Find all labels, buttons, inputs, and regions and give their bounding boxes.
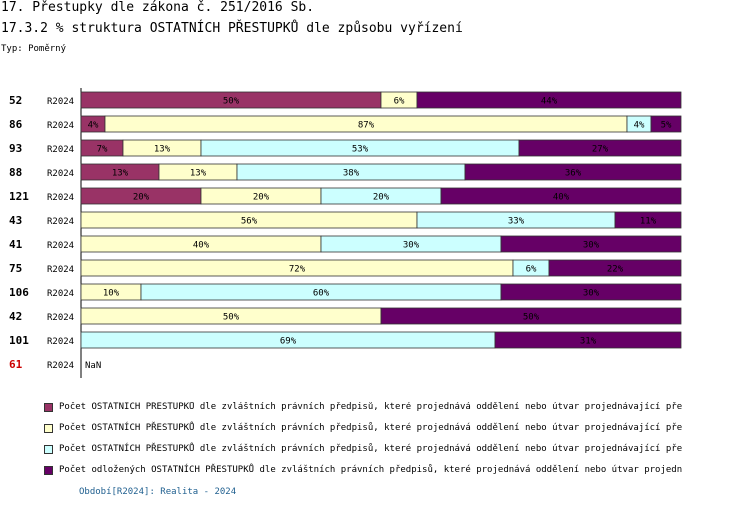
missing-value-label: NaN [85,361,101,371]
period-footer: Období[R2024]: Realita - 2024 [79,487,237,497]
period-label: R2024 [47,241,74,251]
data-label: 20% [373,193,390,203]
legend-swatch-series-2 [44,424,53,433]
data-label: 40% [553,193,570,203]
bar-segment [494,331,682,349]
bar-segment [440,187,682,205]
period-label: R2024 [47,313,74,323]
data-label: 10% [103,289,120,299]
period-label: R2024 [47,337,74,347]
bar-segment [464,163,682,181]
category-label: 61 [9,358,23,371]
data-label: 36% [565,169,582,179]
data-label: 13% [190,169,207,179]
data-label: 53% [352,145,369,155]
data-label: 60% [313,289,330,299]
legend-label-series-4: Počet odložených OSTATNÍCH PŘESTUPKŮ dle… [59,465,683,475]
data-label: 31% [580,337,597,347]
legend-item: Počet OSTATNÍCH PŘESTUPKŮ dle zvláštních… [44,402,750,423]
bar-segment [416,91,682,109]
data-label: 69% [280,337,297,347]
legend-label-series-3: Počet OSTATNÍCH PŘESTUPKŮ dle zvláštních… [59,444,683,454]
data-label: 40% [193,241,210,251]
bar-segment [500,235,682,253]
data-label: 4% [88,121,99,131]
category-label: 41 [9,238,23,251]
data-label: 5% [661,121,672,131]
chart-subtitle: 17.3.2 % struktura OSTATNÍCH PŘESTUPKŮ d… [1,21,463,36]
legend-swatch-series-1 [44,403,53,412]
category-label: 88 [9,166,22,179]
legend-label-series-1: Počet OSTATNÍCH PŘESTUPKŮ dle zvláštních… [59,402,683,412]
category-label: 93 [9,142,22,155]
data-label: 13% [154,145,171,155]
period-label: R2024 [47,217,74,227]
period-label: R2024 [47,361,74,371]
period-label: R2024 [47,145,74,155]
period-label: R2024 [47,289,74,299]
data-label: 27% [592,145,609,155]
bar-segment [518,139,682,157]
category-label: 43 [9,214,22,227]
data-label: 30% [403,241,420,251]
data-label: 30% [583,289,600,299]
category-label: 86 [9,118,23,131]
data-label: 6% [526,265,537,275]
chart-type-label: Typ: Poměrný [1,44,67,54]
chart-title: 17. Přestupky dle zákona č. 251/2016 Sb. [1,0,315,15]
data-label: 20% [253,193,270,203]
data-label: 4% [634,121,645,131]
data-label: 38% [343,169,360,179]
bar-segment [380,307,682,325]
period-label: R2024 [47,169,74,179]
data-label: 7% [97,145,108,155]
category-label: 52 [9,94,22,107]
category-label: 121 [9,190,29,203]
legend-label-series-2: Počet OSTATNÍCH PŘESTUPKŮ dle zvláštních… [59,423,683,433]
data-label: 50% [223,97,240,107]
data-label: 56% [241,217,258,227]
period-label: R2024 [47,121,74,131]
legend-swatch-series-4 [44,466,53,475]
bar-segment [650,115,682,133]
category-label: 42 [9,310,22,323]
data-label: 6% [394,97,405,107]
data-label: 33% [508,217,525,227]
bar-segment [614,211,682,229]
data-label: 87% [358,121,375,131]
data-label: 11% [640,217,657,227]
data-label: 50% [523,313,540,323]
data-label: 20% [133,193,150,203]
legend-swatch-series-3 [44,445,53,454]
legend: Počet OSTATNÍCH PŘESTUPKŮ dle zvláštních… [44,402,750,486]
period-label: R2024 [47,193,74,203]
data-label: 22% [607,265,624,275]
category-label: 75 [9,262,22,275]
stacked-bar-chart: 52 R2024 50% 6% 44% 86 R2024 4% 87% 4% 5% 93 R2024 7%… [9,88,682,378]
period-label: R2024 [47,265,74,275]
data-label: 44% [541,97,558,107]
legend-item: Počet odložených OSTATNÍCH PŘESTUPKŮ dle… [44,465,750,486]
data-label: 30% [583,241,600,251]
legend-item: Počet OSTATNÍCH PŘESTUPKŮ dle zvláštních… [44,444,750,465]
category-label: 106 [9,286,29,299]
data-label: 72% [289,265,306,275]
category-label: 101 [9,334,29,347]
bar-segment [548,259,682,277]
data-label: 50% [223,313,240,323]
legend-item: Počet OSTATNÍCH PŘESTUPKŮ dle zvláštních… [44,423,750,444]
period-label: R2024 [47,97,74,107]
data-label: 13% [112,169,129,179]
bar-segment [500,283,682,301]
